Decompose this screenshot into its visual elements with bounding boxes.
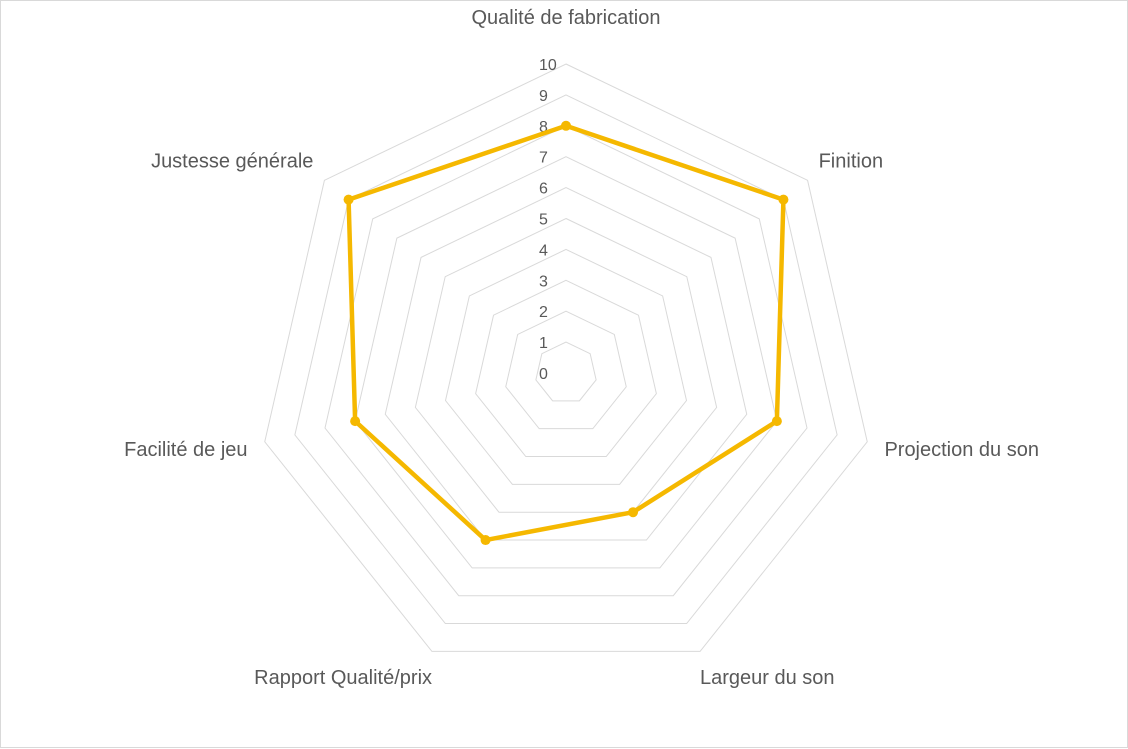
tick-label: 7 (539, 150, 548, 167)
category-label: Justesse générale (151, 150, 313, 172)
tick-label: 3 (539, 273, 548, 290)
data-point-5 (350, 416, 361, 427)
grid-ring-3 (475, 279, 657, 458)
category-label: Facilité de jeu (124, 439, 247, 461)
tick-label: 1 (539, 335, 548, 352)
category-label: Qualité de fabrication (471, 7, 660, 29)
grid-layer (264, 63, 868, 652)
category-label: Rapport Qualité/prix (254, 667, 432, 689)
category-label: Projection du son (884, 439, 1039, 461)
grid-ring-4 (444, 248, 688, 485)
series-layer (343, 120, 789, 546)
data-point-6 (343, 194, 354, 205)
tick-labels: 0 1 2 3 4 5 6 7 8 9 10 (539, 57, 557, 383)
category-label: Finition (819, 150, 883, 172)
grid-ring-2 (505, 310, 627, 430)
grid-ring-8 (324, 125, 808, 597)
tick-label: 6 (539, 181, 548, 198)
series-line (346, 123, 786, 543)
grid-ring-5 (414, 217, 718, 513)
tick-label: 8 (539, 119, 548, 136)
grid-ring-6 (384, 187, 748, 541)
data-point-3 (628, 507, 639, 518)
tick-label: 2 (539, 304, 548, 321)
data-point-2 (771, 416, 782, 427)
data-point-0 (561, 120, 571, 131)
grid-ring-7 (354, 156, 778, 569)
category-labels: Qualité de fabrication Finition Projection… (124, 7, 1039, 689)
tick-label: 9 (539, 88, 548, 105)
data-point-4 (480, 535, 491, 546)
category-label: Largeur du son (700, 667, 835, 689)
grid-ring-9 (294, 94, 838, 625)
data-point-1 (778, 194, 789, 205)
grid-ring-1 (535, 341, 597, 402)
tick-label: 0 (539, 366, 548, 383)
tick-label: 4 (539, 242, 548, 259)
tick-label: 5 (539, 212, 548, 229)
grid-ring-10 (264, 63, 868, 652)
tick-label: 10 (539, 57, 557, 74)
